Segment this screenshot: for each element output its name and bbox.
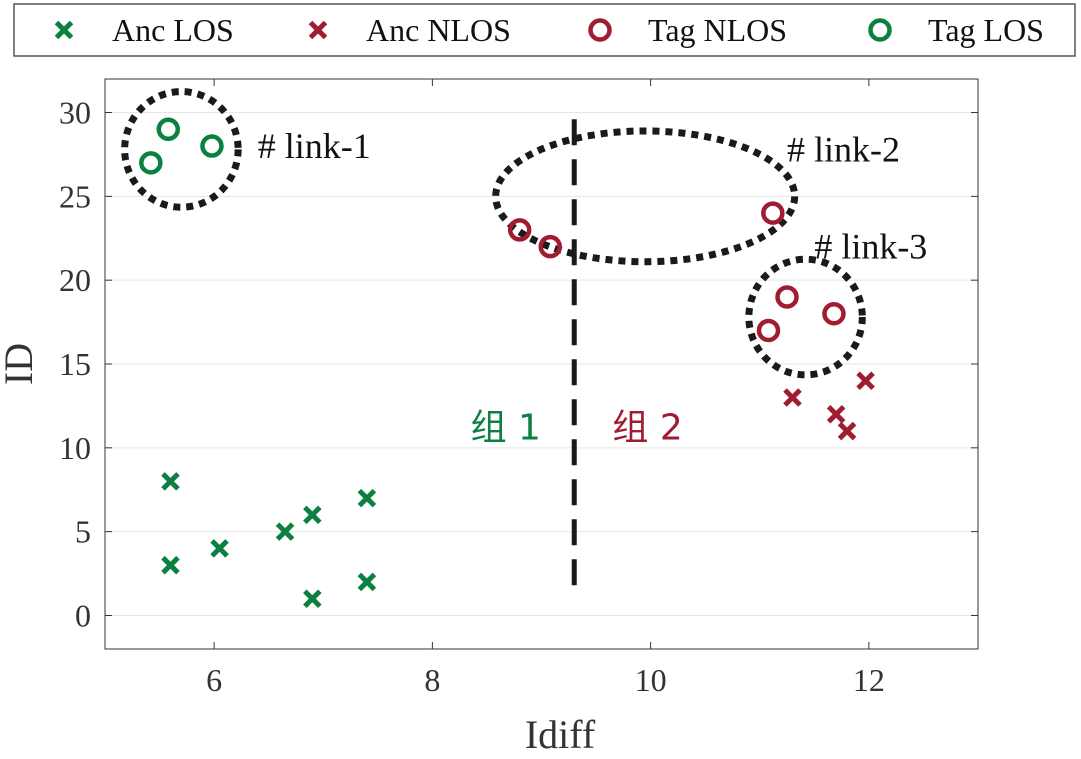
tag-nlos-point [507,218,532,242]
legend: Anc LOS Anc NLOS Tag NLOS Tag LOS [54,12,1044,48]
tag-los-point [139,151,163,175]
legend-marker-tag-nlos [588,18,612,42]
y-tick-label: 10 [59,430,91,466]
legend-marker-anc-nlos [308,20,328,40]
x-tick-label: 10 [635,662,667,698]
anc-los-point [161,555,180,575]
link-ellipse-1 [121,88,242,211]
annotation-overlays [121,88,866,596]
link-ellipse-2 [492,127,799,266]
group-label-2: 组 2 [612,408,682,449]
anc-nlos-point [856,371,875,391]
x-tick-label: 12 [853,662,885,698]
anc-los-point [357,572,377,592]
legend-marker-anc-los [54,20,74,40]
anc-los-point [357,488,377,508]
annotation-labels: # link-1 # link-2 # link-3 组 1 组 2 [258,126,928,449]
legend-label-tag-nlos: Tag NLOS [648,12,787,48]
tag-los-point [200,134,224,158]
y-tick-label: 25 [59,178,91,214]
anc-los-point [161,472,180,491]
tag-nlos-point [756,318,781,343]
link-ellipse-3 [745,255,866,379]
tag-los-point [156,117,181,142]
tag-nlos-point [761,201,785,225]
anc-nlos-point [837,421,857,441]
legend-item-tag-los: Tag LOS [868,12,1044,48]
legend-label-anc-los: Anc LOS [112,12,234,48]
data-points [139,117,875,608]
anc-los-point [210,539,229,558]
legend-label-anc-nlos: Anc NLOS [366,12,511,48]
x-tick-label: 6 [206,662,222,698]
anc-los-point [275,522,295,541]
anc-nlos-point [783,388,802,407]
axis-ticks: 6 8 10 12 0 5 10 15 20 25 30 [59,79,978,698]
x-axis-label: Idiff [525,712,596,757]
legend-box [13,3,1076,57]
y-tick-label: 30 [59,95,91,131]
y-tick-label: 5 [75,514,91,550]
link-annotation-2: # link-2 [787,129,900,169]
x-tick-label: 8 [424,662,440,698]
tag-nlos-point [775,285,799,309]
legend-item-anc-nlos: Anc NLOS [308,12,511,48]
y-tick-label: 20 [59,262,91,298]
tag-nlos-point [538,234,562,259]
legend-marker-tag-los [868,18,892,42]
link-annotation-1: # link-1 [258,126,371,166]
anc-los-point [303,505,322,525]
anc-los-point [303,589,322,608]
legend-label-tag-los: Tag LOS [928,12,1044,48]
legend-item-tag-nlos: Tag NLOS [588,12,787,48]
grid-lines [105,112,978,616]
link-annotation-3: # link-3 [814,227,927,267]
anc-nlos-point [826,405,846,424]
tag-nlos-point [822,301,846,326]
legend-item-anc-los: Anc LOS [54,12,234,48]
y-axis-label: ID [0,343,41,385]
group-label-1: 组 1 [471,408,541,449]
y-tick-label: 0 [75,597,91,633]
y-tick-label: 15 [59,346,91,382]
